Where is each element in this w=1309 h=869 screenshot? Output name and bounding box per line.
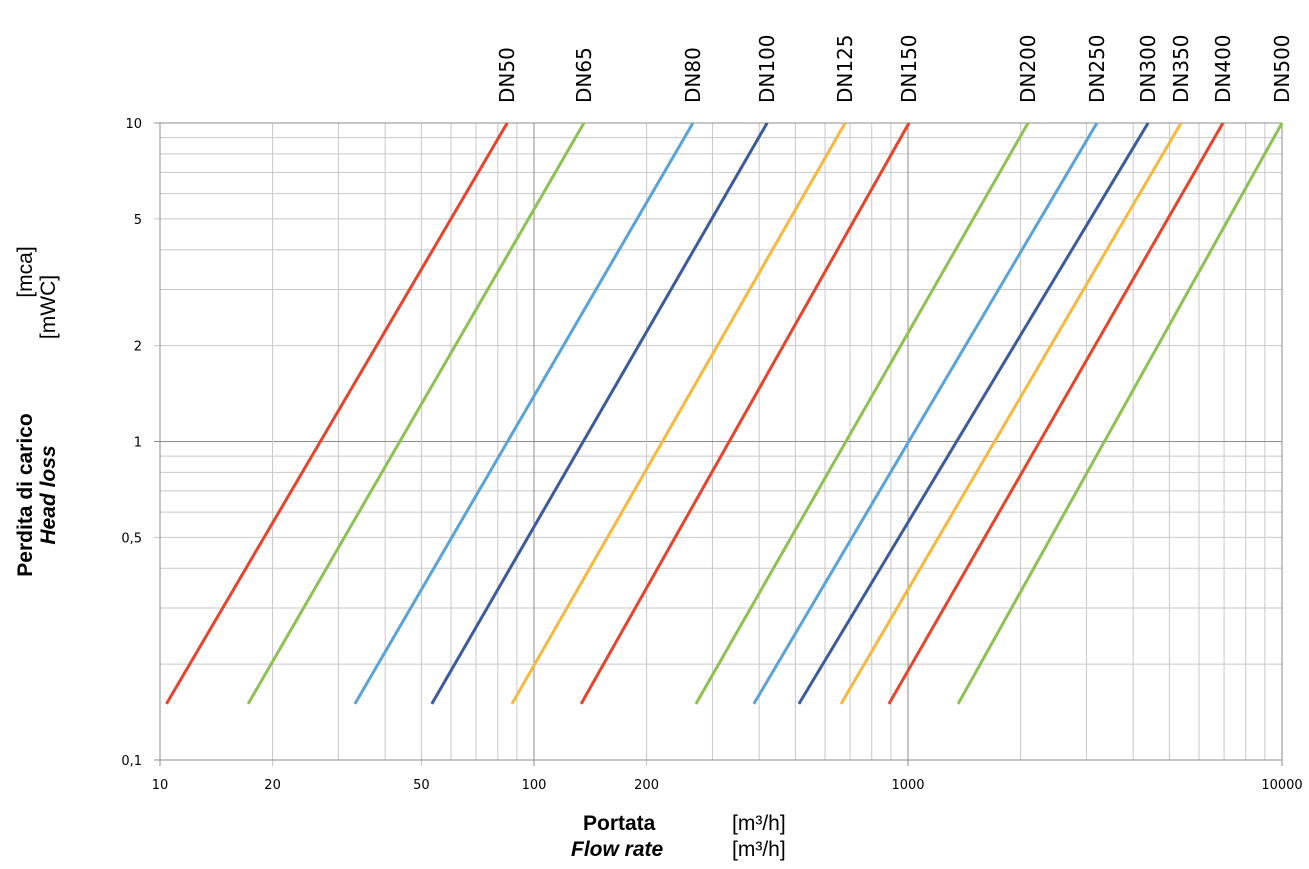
x-tick-label: 200	[634, 778, 659, 793]
x-unit: [m³/h]	[732, 838, 786, 861]
series-line	[246, 122, 586, 705]
x-tick-label: 1000	[891, 778, 924, 793]
y-tick-label: 5	[134, 213, 142, 228]
x-title-it: Portata	[583, 812, 656, 835]
y-title: Perdita di carico Head loss [mca] [mWC]	[14, 246, 60, 576]
series-label: DN100	[755, 34, 779, 103]
series-line	[165, 122, 509, 705]
series-line	[694, 122, 1030, 705]
y-title-en: Head loss	[37, 445, 60, 544]
series-line	[752, 122, 1099, 705]
series-line	[887, 122, 1225, 705]
series-line	[510, 122, 847, 705]
y-tick-label: 0,5	[121, 531, 142, 546]
series-label: DN50	[495, 47, 519, 103]
x-title: Portata Flow rate [m³/h] [m³/h]	[571, 812, 786, 861]
series-label: DN150	[897, 34, 921, 103]
x-title-en: Flow rate	[571, 838, 664, 861]
x-tick-label: 50	[413, 778, 430, 793]
x-tick-label: 10000	[1261, 778, 1302, 793]
y-tick-label: 0,1	[121, 754, 142, 769]
y-tick-label: 1	[134, 436, 142, 451]
y-unit-en: [mWC]	[37, 275, 60, 339]
x-tick-label: 10	[152, 778, 169, 793]
series-line	[797, 122, 1150, 705]
series-label: DN400	[1211, 34, 1235, 103]
series-line	[353, 122, 695, 705]
series-label: DN350	[1169, 34, 1193, 103]
x-tick-label: 100	[522, 778, 547, 793]
series-line	[430, 122, 769, 705]
series-label: DN250	[1085, 34, 1109, 103]
series-label: DN300	[1136, 34, 1160, 103]
y-tick-label: 10	[125, 117, 142, 132]
x-tick-label: 20	[264, 778, 281, 793]
series-label: DN200	[1016, 34, 1040, 103]
y-tick-label: 2	[134, 340, 142, 355]
y-unit-it: [mca]	[14, 246, 37, 297]
series-label: DN80	[681, 47, 705, 103]
series-label: DN500	[1270, 34, 1294, 103]
series-label: DN65	[572, 47, 596, 103]
series-line	[839, 122, 1183, 705]
x-unit: [m³/h]	[732, 812, 786, 835]
series-line	[956, 122, 1284, 705]
series-label: DN125	[833, 34, 857, 103]
series-line	[579, 122, 911, 705]
y-title-it: Perdita di carico	[14, 413, 37, 576]
